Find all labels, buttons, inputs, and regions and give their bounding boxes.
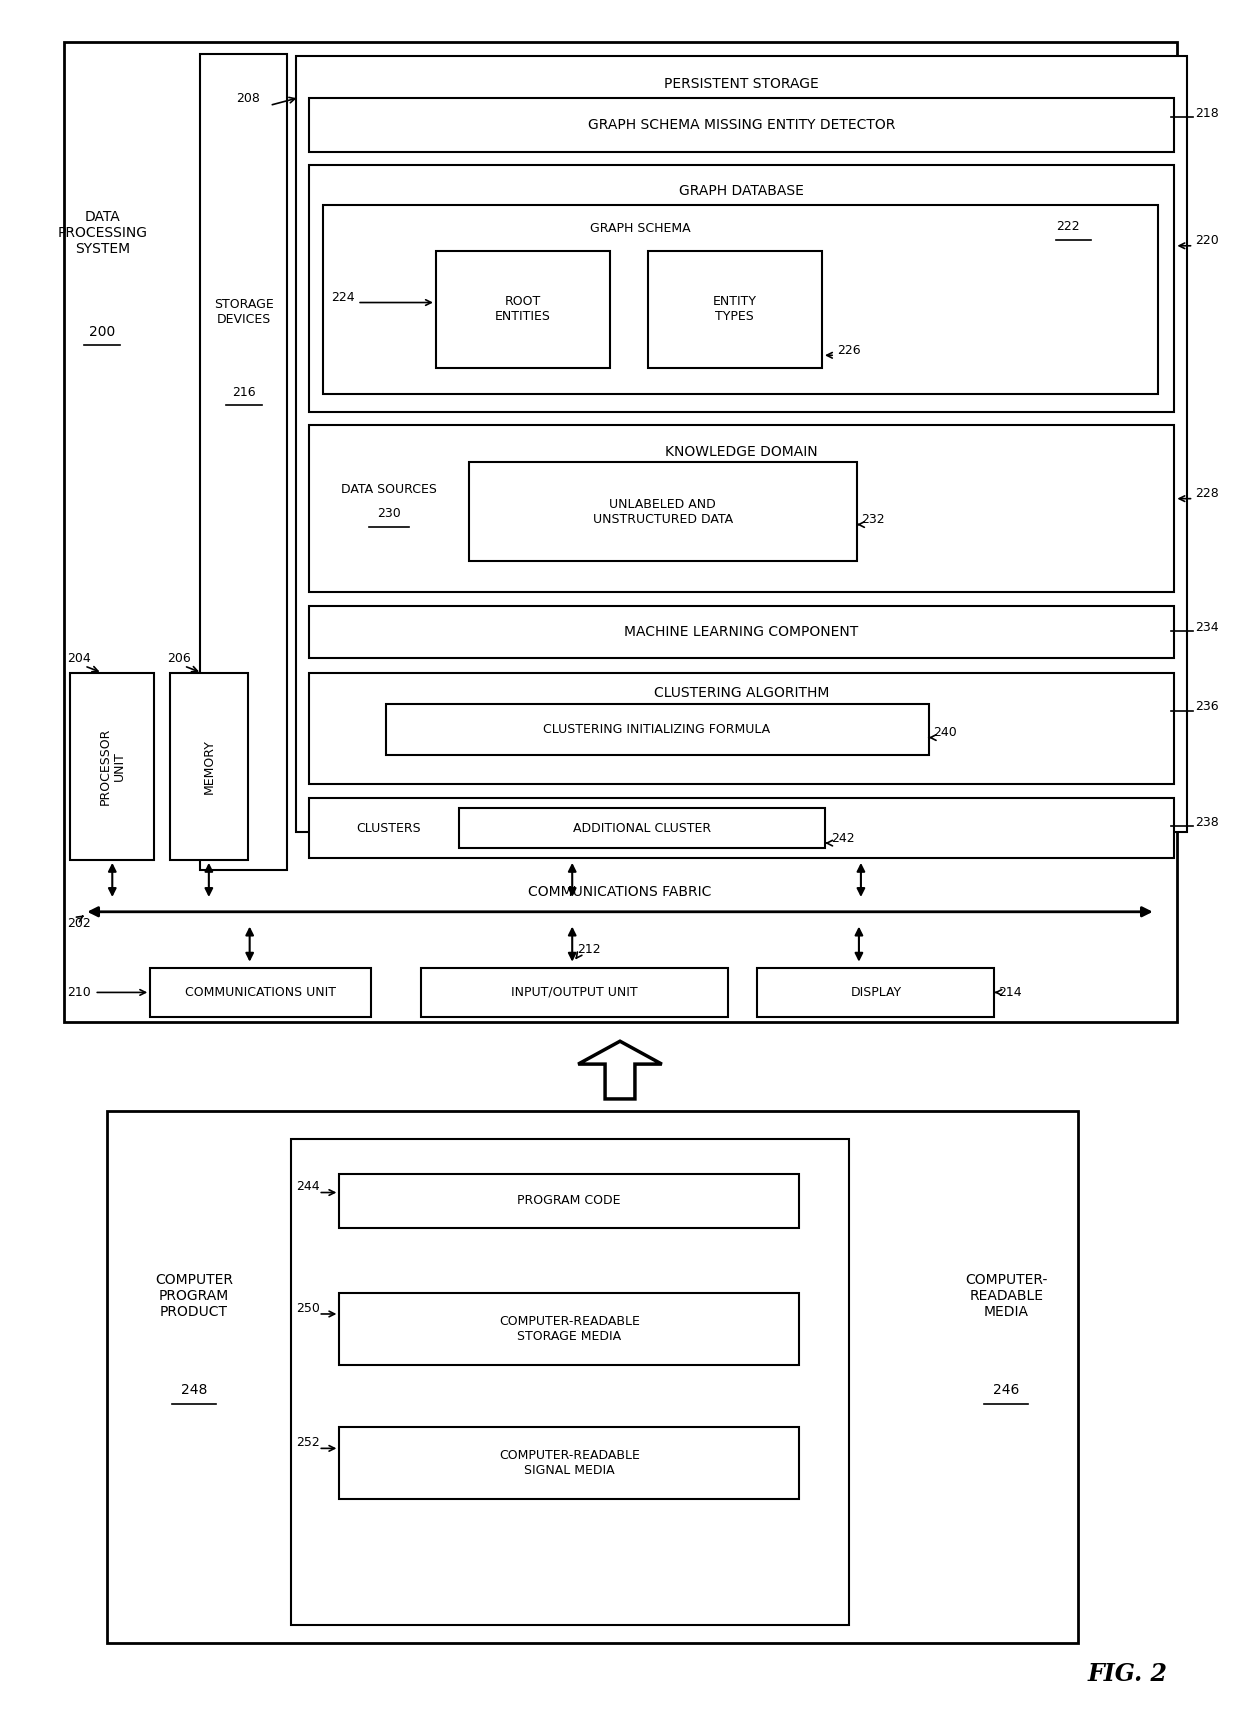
Bar (108, 1112, 1078, 1644)
Text: PROGRAM CODE: PROGRAM CODE (517, 1195, 621, 1207)
Bar (459, 807, 825, 847)
Bar (310, 673, 1173, 785)
Text: 226: 226 (837, 344, 861, 356)
Text: 208: 208 (236, 92, 259, 105)
Text: 238: 238 (1195, 816, 1219, 828)
Text: DATA SOURCES: DATA SOURCES (341, 482, 436, 496)
Bar (386, 704, 929, 756)
Text: GRAPH SCHEMA: GRAPH SCHEMA (589, 223, 691, 235)
Bar (420, 968, 728, 1017)
Bar (758, 968, 994, 1017)
Polygon shape (578, 1041, 662, 1100)
Text: 202: 202 (67, 916, 92, 930)
Text: STORAGE
DEVICES: STORAGE DEVICES (213, 299, 274, 327)
Bar (64, 41, 1178, 1022)
Text: COMPUTER-
READABLE
MEDIA: COMPUTER- READABLE MEDIA (965, 1273, 1048, 1319)
Bar (310, 425, 1173, 593)
Bar (310, 99, 1173, 152)
Text: 240: 240 (934, 726, 957, 738)
Text: INPUT/OUTPUT UNIT: INPUT/OUTPUT UNIT (511, 986, 637, 999)
Text: 216: 216 (232, 386, 255, 399)
Text: CLUSTERING ALGORITHM: CLUSTERING ALGORITHM (653, 686, 830, 700)
Text: FIG. 2: FIG. 2 (1087, 1662, 1168, 1686)
Text: COMPUTER
PROGRAM
PRODUCT: COMPUTER PROGRAM PRODUCT (155, 1273, 233, 1319)
Text: 232: 232 (861, 514, 884, 526)
Bar (200, 54, 288, 870)
Text: 244: 244 (296, 1181, 320, 1193)
Text: 248: 248 (181, 1383, 207, 1397)
Bar (340, 1174, 800, 1228)
Text: 234: 234 (1195, 621, 1219, 633)
Text: PERSISTENT STORAGE: PERSISTENT STORAGE (665, 76, 818, 90)
Bar (469, 462, 857, 562)
Text: 224: 224 (331, 290, 355, 304)
Bar (340, 1428, 800, 1499)
Bar (435, 251, 610, 368)
Bar (150, 968, 371, 1017)
Text: ADDITIONAL CLUSTER: ADDITIONAL CLUSTER (573, 821, 711, 835)
Text: COMPUTER-READABLE
STORAGE MEDIA: COMPUTER-READABLE STORAGE MEDIA (498, 1316, 640, 1343)
Text: COMMUNICATIONS UNIT: COMMUNICATIONS UNIT (185, 986, 336, 999)
Text: 250: 250 (296, 1302, 320, 1314)
Text: 228: 228 (1195, 488, 1219, 500)
Bar (296, 55, 1188, 832)
Text: 206: 206 (167, 652, 191, 666)
Text: 204: 204 (67, 652, 92, 666)
Bar (340, 1293, 800, 1364)
Text: UNLABELED AND
UNSTRUCTURED DATA: UNLABELED AND UNSTRUCTURED DATA (593, 498, 733, 526)
Text: 218: 218 (1195, 107, 1219, 119)
Text: ENTITY
TYPES: ENTITY TYPES (713, 296, 756, 323)
Text: 246: 246 (993, 1383, 1019, 1397)
Bar (310, 166, 1173, 412)
Text: 252: 252 (296, 1435, 320, 1449)
Text: 210: 210 (67, 986, 92, 999)
Text: 230: 230 (377, 507, 401, 520)
Bar (310, 799, 1173, 858)
Bar (647, 251, 822, 368)
Text: 212: 212 (577, 942, 601, 956)
Text: CLUSTERING INITIALIZING FORMULA: CLUSTERING INITIALIZING FORMULA (543, 723, 770, 737)
Text: 200: 200 (89, 325, 115, 339)
Text: COMMUNICATIONS FABRIC: COMMUNICATIONS FABRIC (528, 885, 712, 899)
Bar (291, 1139, 849, 1625)
Text: 242: 242 (831, 832, 854, 845)
Text: 214: 214 (998, 986, 1022, 999)
Text: DATA
PROCESSING
SYSTEM: DATA PROCESSING SYSTEM (57, 209, 148, 256)
Text: GRAPH SCHEMA MISSING ENTITY DETECTOR: GRAPH SCHEMA MISSING ENTITY DETECTOR (588, 118, 895, 133)
Bar (170, 673, 248, 859)
Text: 222: 222 (1056, 220, 1080, 233)
Text: 220: 220 (1195, 235, 1219, 247)
Text: MACHINE LEARNING COMPONENT: MACHINE LEARNING COMPONENT (624, 626, 858, 640)
Text: MEMORY: MEMORY (202, 738, 216, 794)
Bar (310, 607, 1173, 659)
Text: DISPLAY: DISPLAY (851, 986, 901, 999)
Text: CLUSTERS: CLUSTERS (357, 821, 422, 835)
Text: KNOWLEDGE DOMAIN: KNOWLEDGE DOMAIN (665, 444, 817, 458)
Text: GRAPH DATABASE: GRAPH DATABASE (680, 183, 804, 199)
Bar (324, 206, 1158, 394)
Text: PROCESSOR
UNIT: PROCESSOR UNIT (98, 728, 126, 806)
Text: 236: 236 (1195, 700, 1219, 712)
Text: ROOT
ENTITIES: ROOT ENTITIES (495, 296, 551, 323)
Bar (71, 673, 154, 859)
Text: COMPUTER-READABLE
SIGNAL MEDIA: COMPUTER-READABLE SIGNAL MEDIA (498, 1449, 640, 1477)
